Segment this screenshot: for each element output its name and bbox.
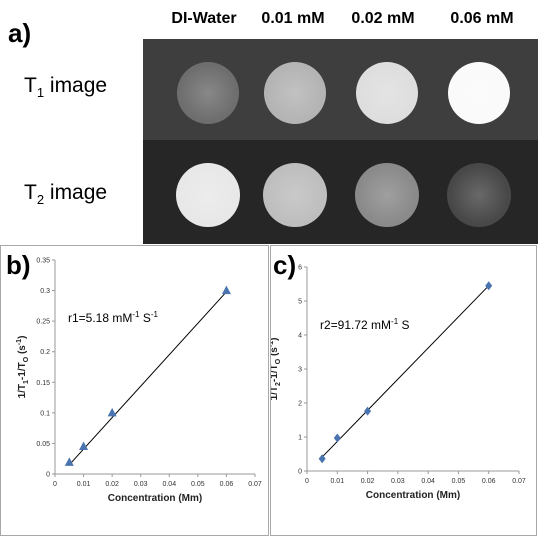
column-label-0-02-mm: 0.02 mM <box>351 10 415 27</box>
vial-highlight <box>179 166 237 224</box>
x-tick-label: 0.06 <box>220 481 234 488</box>
data-point <box>364 406 372 416</box>
x-tick-label: 0.07 <box>512 478 526 485</box>
y-tick-label: 6 <box>298 265 302 272</box>
trendline <box>68 291 227 466</box>
y-tick-label: 0.3 <box>40 288 50 295</box>
mri-phantom-image <box>143 39 538 244</box>
panel-a-label: a) <box>8 18 32 48</box>
column-label-0-06-mm: 0.06 mM <box>450 10 514 27</box>
row-label-t2-image: T2 image <box>24 181 108 208</box>
y-tick-label: 0.15 <box>36 380 50 387</box>
y-tick-label: 1 <box>298 435 302 442</box>
y-tick-label: 5 <box>298 299 302 306</box>
panel-b-label: b) <box>6 250 31 280</box>
panel-c-label: c) <box>273 250 297 280</box>
data-point <box>485 281 493 291</box>
y-tick-label: 3 <box>298 367 302 374</box>
vial-highlight <box>266 166 324 224</box>
x-tick-label: 0 <box>305 478 309 485</box>
x-tick-label: 0.03 <box>391 478 405 485</box>
chart-b-r1-relaxivity: 0 0.05 0.1 0.15 0.2 0.25 0.3 0.35 0 0.01 0.02 0.03 0… <box>16 258 262 505</box>
x-tick-label: 0.07 <box>248 481 262 488</box>
y-tick-label: 0 <box>46 472 50 479</box>
x-tick-label: 0.02 <box>105 481 119 488</box>
x-tick-label: 0.06 <box>482 478 496 485</box>
vial-highlight <box>451 65 507 121</box>
y-axis-title: 1/T1-1/TO (s-1) <box>16 336 30 399</box>
y-tick-label: 0.25 <box>36 319 50 326</box>
x-tick-label: 0.01 <box>77 481 91 488</box>
x-axis-title: Concentration (Mm) <box>108 493 202 504</box>
data-point <box>333 433 341 443</box>
column-label-0-01-mm: 0.01 mM <box>261 10 325 27</box>
x-tick-label: 0.03 <box>134 481 148 488</box>
relaxivity-annotation: r2=91.72 mM-1 S <box>320 317 410 332</box>
x-tick-label: 0.02 <box>361 478 375 485</box>
vial-highlight <box>450 166 508 224</box>
chart-c-r2-relaxivity: 0 1 2 3 4 5 6 0 0.01 0.02 0.03 0.04 0.05 0.06 0.07 Conc… <box>268 265 526 502</box>
x-tick-label: 0 <box>53 481 57 488</box>
y-tick-label: 4 <box>298 333 302 340</box>
x-axis-title: Concentration (Mm) <box>366 490 460 501</box>
y-axis-title: 1/T2-1/TO (s-1) <box>271 338 282 401</box>
row-label-t1-image: T1 image <box>24 74 108 101</box>
x-tick-label: 0.01 <box>330 478 344 485</box>
y-tick-label: 0.05 <box>36 441 50 448</box>
data-point <box>318 454 326 464</box>
column-label-di-water: DI-Water <box>171 10 237 27</box>
x-tick-label: 0.04 <box>162 481 176 488</box>
trendline <box>321 285 490 458</box>
data-point <box>221 285 231 295</box>
vial-highlight <box>267 65 323 121</box>
y-tick-label: 0 <box>298 469 302 476</box>
x-tick-label: 0.05 <box>191 481 205 488</box>
vial-highlight <box>358 166 416 224</box>
x-tick-label: 0.04 <box>421 478 435 485</box>
data-point <box>107 407 117 417</box>
vial-highlight <box>180 65 236 121</box>
relaxivity-annotation: r1=5.18 mM-1 S-1 <box>68 310 158 325</box>
x-tick-label: 0.05 <box>452 478 466 485</box>
vial-highlight <box>359 65 415 121</box>
y-tick-label: 2 <box>298 401 302 408</box>
y-tick-label: 0.35 <box>36 258 50 265</box>
chart-c-frame: 0 1 2 3 4 5 6 0 0.01 0.02 0.03 0.04 0.05 0.06 0.07 Conc… <box>268 245 537 536</box>
data-point <box>79 441 89 450</box>
chart-b-frame: 0 0.05 0.1 0.15 0.2 0.25 0.3 0.35 0 0.01 0.02 0.03 0… <box>0 245 269 536</box>
y-tick-label: 0.2 <box>40 349 50 356</box>
y-tick-label: 0.1 <box>40 410 50 417</box>
data-point <box>64 457 74 466</box>
